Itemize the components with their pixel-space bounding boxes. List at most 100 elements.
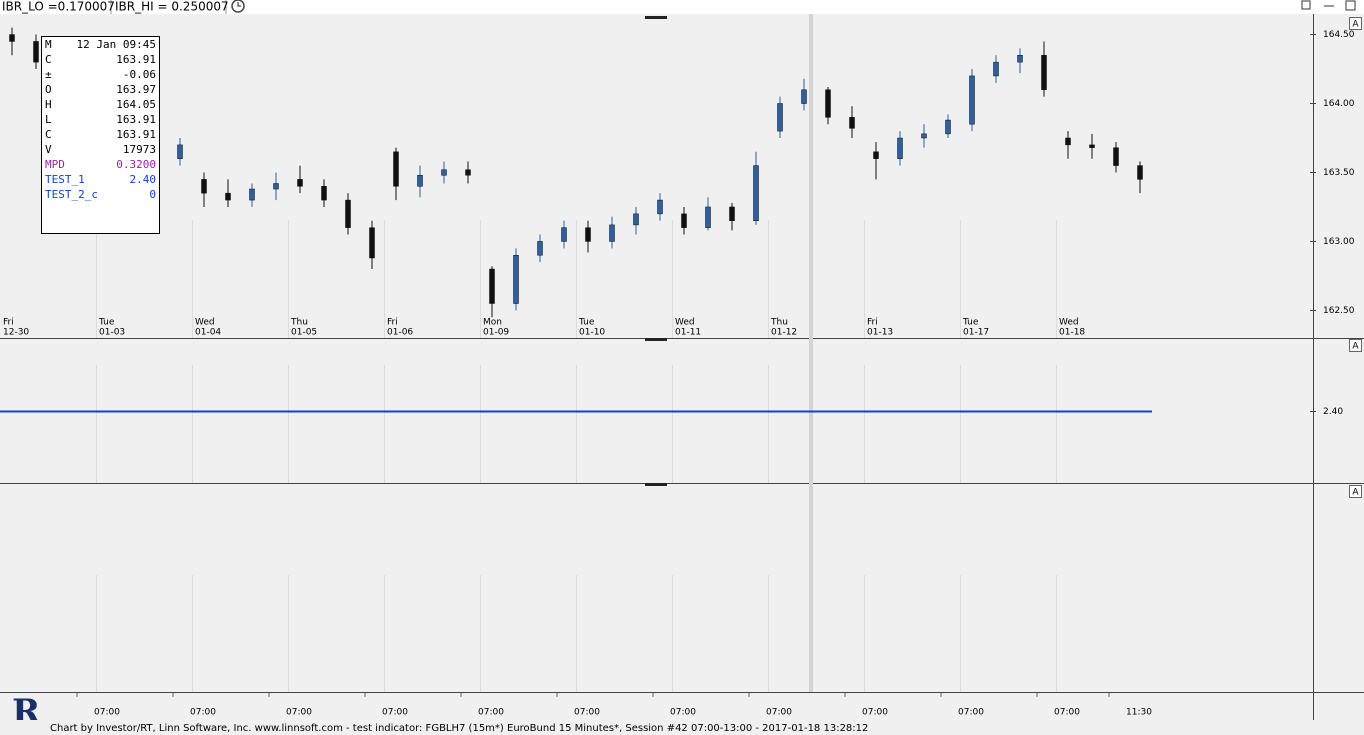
candle-body	[705, 206, 711, 228]
date-label: 01-04	[195, 328, 221, 338]
time-label: 07:00	[286, 708, 312, 718]
candle-body	[657, 199, 663, 215]
footer-text: Chart by Investor/RT, Linn Software, Inc…	[50, 723, 868, 734]
candle-body	[801, 89, 807, 104]
time-label: 07:00	[958, 708, 984, 718]
candle-body	[369, 227, 375, 259]
info-value: 17973	[123, 143, 156, 156]
candle-body	[681, 213, 687, 228]
indicator-readout: IBR_HI = 0.250007	[115, 0, 229, 14]
autoscale-label: A	[1352, 342, 1359, 352]
autoscale-button[interactable]	[1349, 339, 1362, 352]
time-label: 07:00	[670, 708, 696, 718]
candle-body	[417, 174, 423, 187]
cursor-bar	[809, 14, 813, 692]
info-value: 0	[149, 188, 156, 201]
day-label: Tue	[962, 318, 979, 328]
day-label: Mon	[483, 318, 502, 328]
candle-body	[1089, 144, 1095, 148]
info-value: 163.91	[116, 53, 156, 66]
info-value: 12 Jan 09:45	[77, 38, 156, 51]
time-label: 07:00	[478, 708, 504, 718]
candle-body	[537, 241, 543, 256]
candle-body	[441, 169, 447, 176]
info-value: 0.3200	[116, 158, 156, 171]
y-tick-label: 162.50	[1323, 306, 1355, 316]
day-label: Tue	[578, 318, 595, 328]
candle-body	[393, 151, 399, 187]
candle-body	[1017, 54, 1023, 63]
date-label: 01-12	[771, 328, 797, 338]
candle-body	[753, 165, 759, 222]
candle-body	[873, 151, 879, 159]
info-value: -0.06	[123, 68, 156, 81]
day-label: Fri	[3, 318, 14, 328]
candle-body	[825, 89, 831, 118]
day-label: Thu	[770, 318, 788, 328]
maximize-button[interactable]	[1345, 0, 1356, 11]
candle-body	[273, 183, 279, 190]
candle-body	[1137, 165, 1143, 180]
date-label: 01-11	[675, 328, 701, 338]
splitter-handle[interactable]	[645, 338, 667, 341]
time-label: 07:00	[382, 708, 408, 718]
time-label: 07:00	[766, 708, 792, 718]
date-label: 01-18	[1059, 328, 1085, 338]
info-value: 2.40	[130, 173, 157, 186]
info-label: L	[45, 113, 52, 126]
candle-body	[585, 227, 591, 242]
autoscale-button[interactable]	[1349, 17, 1362, 30]
y-tick-label: 2.40	[1323, 407, 1343, 417]
time-label: 11:30	[1126, 708, 1152, 718]
date-label: 01-10	[579, 328, 605, 338]
candle-body	[897, 137, 903, 159]
candle-body	[201, 179, 207, 194]
info-box	[41, 36, 160, 234]
info-value: 163.91	[116, 113, 156, 126]
time-label: 07:00	[1054, 708, 1080, 718]
info-label: C	[45, 53, 52, 66]
candle-body	[33, 41, 39, 63]
splitter-handle[interactable]	[645, 483, 667, 486]
candle-body	[1113, 147, 1119, 166]
info-label: ±	[45, 68, 52, 81]
time-label: 07:00	[94, 708, 120, 718]
candle-body	[561, 227, 567, 242]
day-label: Wed	[1059, 318, 1079, 328]
candle-body	[921, 133, 927, 139]
date-label: 01-13	[867, 328, 893, 338]
date-label: 01-03	[99, 328, 125, 338]
candle-body	[345, 199, 351, 228]
info-value: 164.05	[116, 98, 156, 111]
autoscale-label: A	[1352, 488, 1359, 498]
date-label: 01-05	[291, 328, 317, 338]
candle-body	[945, 119, 951, 135]
clock-hands	[237, 2, 241, 7]
info-label: V	[45, 143, 52, 156]
candle-body	[1065, 137, 1071, 146]
restore-button[interactable]	[1301, 0, 1311, 10]
clock-icon[interactable]	[231, 0, 245, 13]
autoscale-button[interactable]	[1349, 485, 1362, 498]
candle-body	[849, 117, 855, 129]
candle-body	[225, 192, 231, 201]
candle-body	[993, 61, 999, 77]
top-bar	[0, 0, 1364, 14]
candle-body	[1041, 54, 1047, 90]
y-tick-label: 163.50	[1323, 168, 1355, 178]
candle-body	[249, 188, 255, 201]
date-label: 01-09	[483, 328, 509, 338]
candle-body	[969, 75, 975, 125]
splitter-handle[interactable]	[645, 16, 667, 19]
day-label: Wed	[675, 318, 695, 328]
info-label: TEST_1	[45, 173, 85, 186]
candle-body	[321, 186, 327, 201]
date-label: 01-17	[963, 328, 989, 338]
info-value: 163.97	[116, 83, 156, 96]
y-tick-label: 164.00	[1323, 99, 1355, 109]
candle-body	[777, 103, 783, 132]
indicator-readout: IBR_LO =0.170007	[2, 0, 115, 14]
candle-body	[513, 254, 519, 304]
candle-body	[177, 144, 183, 159]
